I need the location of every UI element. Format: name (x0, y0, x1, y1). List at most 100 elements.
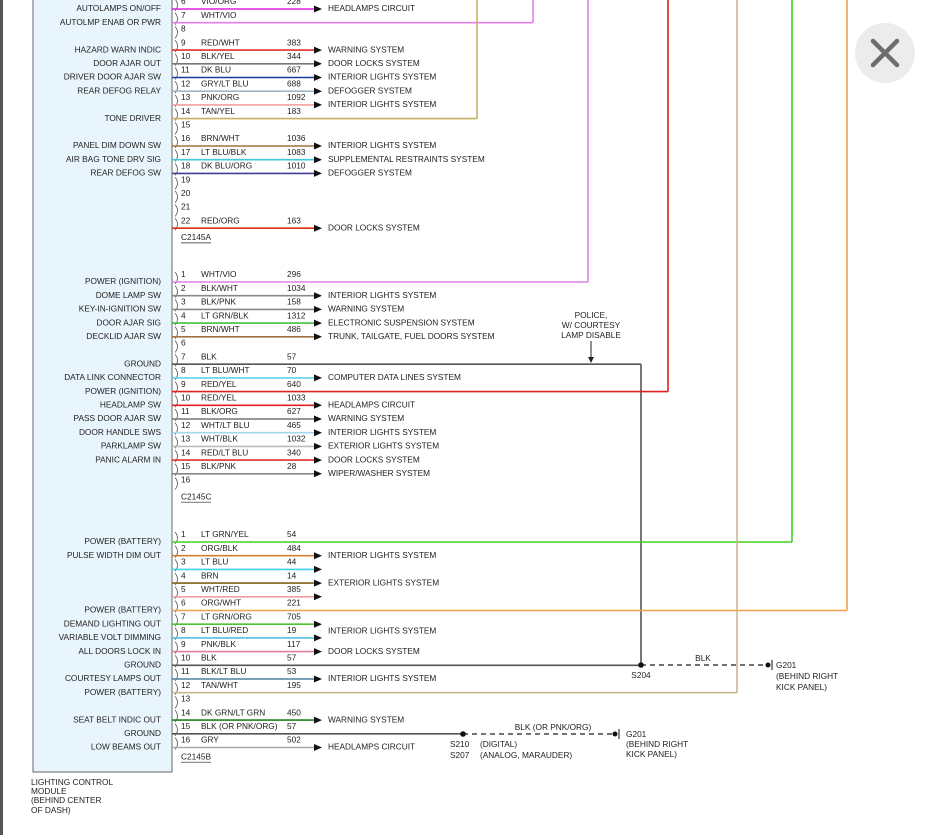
wire-color: ORG/WHT (201, 598, 241, 608)
pin-number: 9 (181, 379, 186, 389)
pin-terminal (174, 26, 178, 39)
wire-color: LT BLU (201, 557, 228, 567)
pin-function: DEMAND LIGHTING OUT (64, 618, 161, 628)
circuit-number: 1032 (287, 434, 306, 444)
wire-color: WHT/VIO (201, 269, 237, 279)
arrowhead (314, 142, 322, 150)
circuit-number: 19 (287, 625, 297, 635)
circuit-number: 344 (287, 51, 301, 61)
circuit-number: 484 (287, 543, 301, 553)
pin-terminal (174, 723, 178, 737)
destination: INTERIOR LIGHTS SYSTEM (328, 673, 436, 683)
arrowhead (314, 292, 322, 300)
pin-number: 10 (181, 652, 191, 662)
pin-function: DRIVER DOOR AJAR SW (64, 72, 161, 82)
circuit-number: 54 (287, 529, 297, 539)
circuit-number: 340 (287, 447, 301, 457)
splice-label: S204 (631, 670, 651, 680)
circuit-number: 1036 (287, 133, 306, 143)
pin-number: 2 (181, 543, 186, 553)
close-button[interactable] (855, 23, 915, 83)
arrowhead (314, 620, 322, 628)
destination: DOOR LOCKS SYSTEM (328, 222, 420, 232)
splice-label: S207 (450, 750, 470, 760)
arrowhead (314, 565, 322, 573)
circuit-number: 53 (287, 666, 297, 676)
arrowhead (314, 156, 322, 164)
pin-number: 8 (181, 625, 186, 635)
arrowhead (314, 634, 322, 642)
pin-terminal (174, 668, 178, 682)
close-icon[interactable] (870, 38, 900, 68)
pin-terminal (174, 53, 178, 67)
pin-number: 7 (181, 351, 186, 361)
splice-label: S210 (450, 739, 470, 749)
pin-number: 10 (181, 51, 191, 61)
circuit-number: 117 (287, 639, 301, 649)
circuit-number: 44 (287, 557, 297, 567)
wire-color: LT BLU/WHT (201, 365, 250, 375)
pin-terminal (174, 613, 178, 627)
arrowhead (314, 675, 322, 683)
pin-terminal (174, 367, 178, 381)
ground-label: KICK PANEL) (626, 749, 677, 759)
pin-terminal (174, 285, 178, 298)
destination: SUPPLEMENTAL RESTRAINTS SYSTEM (328, 154, 485, 164)
pin-number: 8 (181, 365, 186, 375)
arrowhead (314, 579, 322, 587)
wire-color: WHT/BLK (201, 434, 238, 444)
wire-color: BLK (OR PNK/ORG) (201, 721, 278, 731)
pin-number: 11 (181, 666, 190, 676)
arrowhead (314, 470, 322, 478)
wire-color: RED/YEL (201, 379, 237, 389)
pin-terminal (174, 449, 178, 463)
pin-number: 7 (181, 10, 186, 20)
arrowhead (314, 593, 322, 601)
pin-number: 6 (181, 0, 186, 6)
wire-color: BLK (201, 652, 217, 662)
ground-label: KICK PANEL) (776, 682, 827, 692)
pin-terminal (174, 572, 178, 586)
pin-number: 1 (181, 529, 186, 539)
circuit-number: 1083 (287, 147, 306, 157)
pin-function: REAR DEFOG SW (90, 168, 161, 178)
pin-number: 11 (181, 65, 190, 75)
circuit-number: 228 (287, 0, 301, 6)
module-label: LIGHTING CONTROL (31, 777, 113, 787)
pin-number: 9 (181, 37, 186, 47)
destination: DOOR LOCKS SYSTEM (328, 646, 420, 656)
module-label: MODULE (31, 786, 67, 796)
pin-terminal (174, 190, 178, 204)
arrowhead (314, 429, 322, 437)
pin-number: 14 (181, 447, 191, 457)
pin-terminal (174, 340, 178, 353)
arrowhead (314, 87, 322, 95)
destination: EXTERIOR LIGHTS SYSTEM (328, 577, 439, 587)
destination: EXTERIOR LIGHTS SYSTEM (328, 441, 439, 451)
destination: WARNING SYSTEM (328, 413, 404, 423)
circuit-number: 385 (287, 584, 301, 594)
pin-terminal (174, 586, 178, 600)
pin-terminal (174, 0, 178, 12)
pin-function: GROUND (124, 358, 161, 368)
pin-function: POWER (IGNITION) (85, 386, 161, 396)
pin-number: 5 (181, 584, 186, 594)
pin-function: KEY-IN-IGNITION SW (79, 304, 161, 314)
wire-color: RED/LT BLU (201, 447, 248, 457)
arrowhead (314, 169, 322, 177)
pin-function: DOOR AJAR SIG (96, 317, 161, 327)
pin-number: 11 (181, 406, 190, 416)
destination: WARNING SYSTEM (328, 714, 404, 724)
pin-number: 15 (181, 119, 191, 129)
pin-number: 17 (181, 147, 191, 157)
module-label: OF DASH) (31, 805, 71, 815)
destination: INTERIOR LIGHTS SYSTEM (328, 550, 436, 560)
wire-color: BLK/ORG (201, 406, 238, 416)
pin-number: 3 (181, 557, 186, 567)
destination: INTERIOR LIGHTS SYSTEM (328, 72, 436, 82)
splice-dot (460, 731, 466, 737)
arrowhead (314, 319, 322, 327)
destination: WIPER/WASHER SYSTEM (328, 468, 430, 478)
pin-number: 6 (181, 338, 186, 348)
circuit-number: 1010 (287, 161, 306, 171)
